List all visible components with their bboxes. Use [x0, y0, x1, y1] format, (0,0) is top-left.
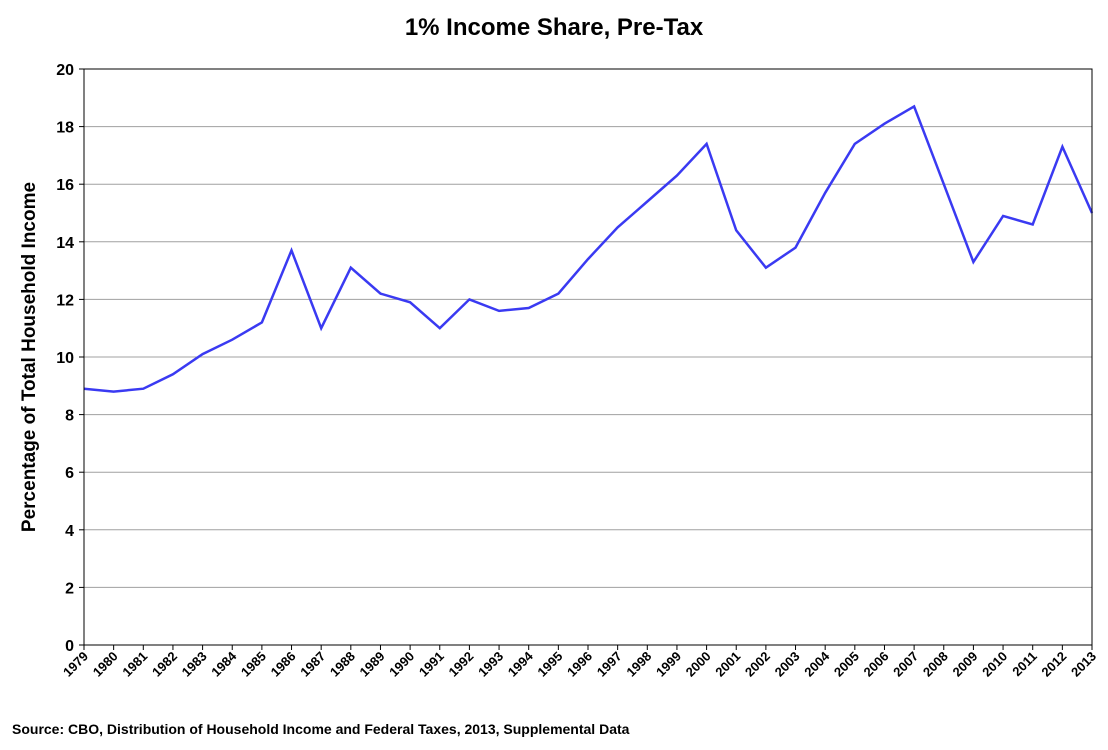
x-tick-label: 2009	[949, 649, 980, 680]
x-tick-label: 1995	[534, 649, 565, 680]
chart-title: 1% Income Share, Pre-Tax	[404, 14, 704, 41]
x-tick-label: 1991	[416, 649, 447, 680]
x-tick-label: 1997	[594, 649, 625, 680]
x-tick-label: 1987	[297, 649, 328, 680]
x-tick-label: 1988	[327, 649, 358, 680]
x-tick-label: 2013	[1068, 649, 1099, 680]
x-tick-label: 2012	[1038, 649, 1069, 680]
x-tick-label: 2007	[890, 649, 921, 680]
x-tick-label: 2010	[979, 649, 1010, 680]
x-tick-label: 1985	[238, 649, 269, 680]
x-tick-label: 1982	[149, 649, 180, 680]
y-tick-label: 14	[56, 235, 74, 252]
y-tick-label: 20	[56, 62, 74, 79]
x-tick-label: 1992	[445, 649, 476, 680]
y-tick-label: 12	[56, 292, 74, 309]
x-tick-label: 1993	[475, 649, 506, 680]
y-tick-label: 18	[56, 120, 74, 137]
x-tick-label: 2000	[683, 649, 714, 680]
x-tick-label: 2004	[801, 648, 833, 680]
x-tick-label: 1999	[653, 649, 684, 680]
series-line	[83, 104, 1094, 393]
x-tick-label: 2006	[861, 649, 892, 680]
x-tick-label: 2003	[772, 649, 803, 680]
y-tick-label: 0	[65, 638, 74, 655]
x-tick-label: 2008	[920, 649, 951, 680]
x-tick-label: 1996	[564, 649, 595, 680]
x-tick-label: 1998	[623, 649, 654, 680]
x-tick-label: 1989	[357, 649, 388, 680]
x-tick-label: 2011	[1009, 649, 1040, 680]
y-tick-label: 6	[65, 465, 74, 482]
x-tick-label: 1994	[505, 648, 537, 680]
x-tick-label: 1990	[386, 649, 417, 680]
x-tick-label: 2001	[712, 649, 743, 680]
line-chart: 0 2 4 6 8 10 12 14 16 18 20 1979198019811982198319…	[19, 62, 1099, 680]
x-tick-label: 1986	[268, 649, 299, 680]
y-axis-label: Percentage of Total Household Income	[19, 182, 40, 532]
x-tick-label: 1984	[208, 648, 240, 680]
x-tick-label: 2005	[831, 649, 862, 680]
y-tick-label: 8	[65, 408, 74, 425]
series-group	[83, 104, 1094, 393]
x-axis-ticks: 1979198019811982198319841985198619871988…	[60, 645, 1099, 680]
x-tick-label: 2002	[742, 649, 773, 680]
gridlines	[84, 126, 1092, 588]
plot-frame	[83, 68, 1093, 646]
y-tick-label: 4	[65, 523, 74, 540]
x-tick-label: 1981	[119, 649, 150, 680]
x-tick-label: 1980	[90, 649, 121, 680]
y-tick-label: 2	[65, 580, 74, 597]
y-tick-label: 16	[56, 177, 74, 194]
y-axis-ticks: 0 2 4 6 8 10 12 14 16 18 20	[56, 62, 84, 655]
y-tick-label: 10	[56, 350, 74, 367]
source-note: Source: CBO, Distribution of Household I…	[12, 721, 630, 737]
x-tick-label: 1983	[179, 649, 210, 680]
